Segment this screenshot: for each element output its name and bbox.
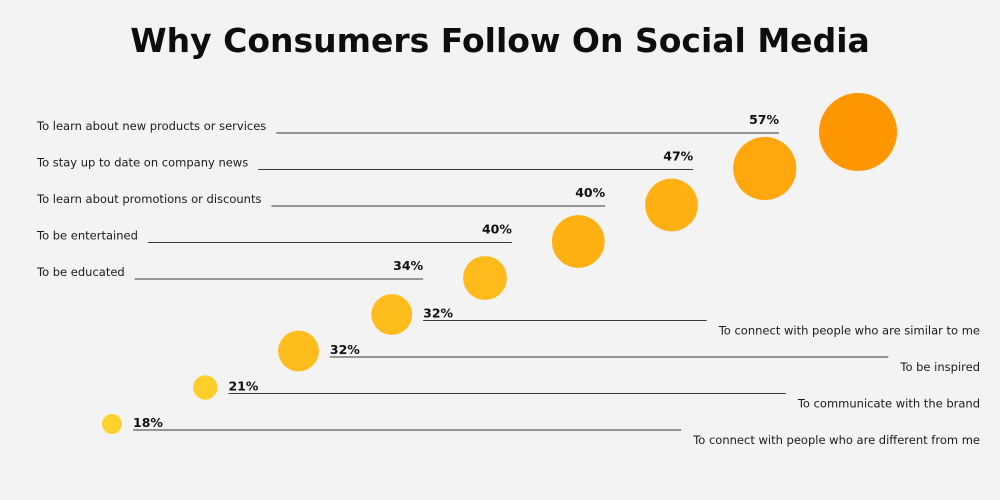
category-label-4: To be educated bbox=[36, 265, 125, 279]
bubble-2 bbox=[645, 178, 698, 232]
category-label-0: To learn about new products or services bbox=[36, 119, 266, 133]
category-label-1: To stay up to date on company news bbox=[36, 156, 248, 170]
bubble-6 bbox=[278, 330, 319, 372]
bubble-5 bbox=[371, 294, 413, 335]
bubble-7 bbox=[193, 375, 218, 400]
value-label-8: 18% bbox=[133, 415, 163, 430]
bubble-3 bbox=[551, 215, 605, 268]
category-label-7: To communicate with the brand bbox=[797, 397, 980, 411]
value-label-6: 32% bbox=[330, 342, 360, 357]
category-label-3: To be entertained bbox=[36, 229, 138, 243]
category-label-8: To connect with people who are different… bbox=[692, 433, 980, 447]
category-label-5: To connect with people who are similar t… bbox=[718, 324, 980, 338]
value-label-2: 40% bbox=[575, 185, 605, 200]
value-label-4: 34% bbox=[393, 258, 423, 273]
bubble-8 bbox=[102, 414, 122, 434]
value-label-7: 21% bbox=[228, 379, 258, 394]
bubble-0 bbox=[819, 93, 897, 171]
value-label-5: 32% bbox=[423, 306, 453, 321]
value-label-1: 47% bbox=[663, 149, 693, 164]
bubble-1 bbox=[733, 136, 797, 201]
category-label-6: To be inspired bbox=[899, 360, 980, 374]
value-label-3: 40% bbox=[482, 222, 512, 237]
category-label-2: To learn about promotions or discounts bbox=[36, 192, 261, 206]
bubble-4 bbox=[463, 256, 507, 300]
chart-title: Why Consumers Follow On Social Media bbox=[130, 21, 870, 60]
chart-marks: To learn about new products or services 5… bbox=[36, 93, 980, 447]
value-label-0: 57% bbox=[749, 112, 779, 127]
